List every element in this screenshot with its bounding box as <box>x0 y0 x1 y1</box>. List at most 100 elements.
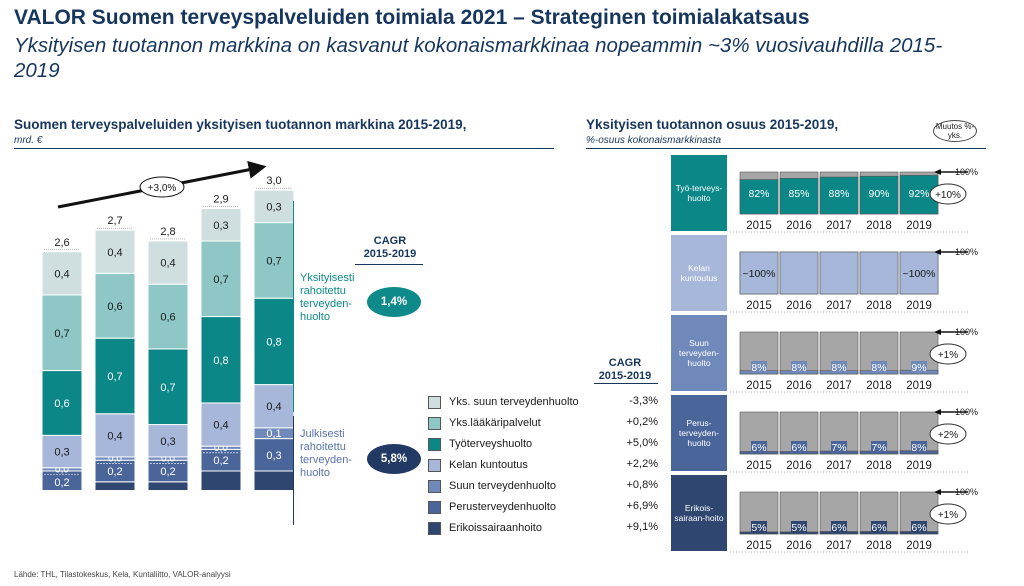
share-value-label: 8% <box>831 362 846 374</box>
legend-swatch <box>428 521 441 535</box>
left-section-unit: mrd. € <box>14 135 43 146</box>
x-tick-label: 2018 <box>866 380 892 392</box>
share-value-label: 5% <box>791 522 806 534</box>
slide-subtitle: Yksityisen tuotannon markkina on kasvanu… <box>14 34 943 82</box>
share-panel-chart: 82% 2015 85% 2016 88% 2017 90% 2018 92% 2019 100% +… <box>730 167 978 233</box>
bar-segment <box>253 470 295 490</box>
bar-value-label: 0,7 <box>107 371 122 383</box>
share-value-label: 7% <box>871 442 886 454</box>
share-label-bg <box>751 361 767 373</box>
bar-segment <box>253 438 295 472</box>
bar-total-label: 3,0 <box>266 175 281 187</box>
panel-category-box: Suun terveyden-huolto <box>671 315 727 391</box>
share-label-bg <box>831 441 847 453</box>
change-header: Muutos %-yks. <box>933 120 977 142</box>
legend-cagr-value: +9,1% <box>626 521 659 533</box>
bar-segment <box>200 470 242 490</box>
bar-value-label: 0,4 <box>213 420 228 432</box>
bar-value-label: 0,7 <box>213 274 228 286</box>
change-value: +1% <box>938 350 958 361</box>
change-oval <box>929 183 967 205</box>
bar-segment <box>200 402 242 447</box>
reference-label: 100% <box>955 167 978 177</box>
share-value-label: 85% <box>788 188 809 200</box>
legend-item: Kelan kuntoutus +2,2% <box>428 455 660 475</box>
bar-value-label: 0,3 <box>266 450 281 462</box>
source-note: Lähde: THL, Tilastokeskus, Kela, Kuntali… <box>14 570 231 579</box>
legend-label: Yks. suun terveydenhuolto <box>449 396 579 408</box>
change-oval <box>929 503 967 525</box>
bar-value-label: 0,1 <box>266 428 281 440</box>
x-tick-label: 2018 <box>866 300 892 312</box>
reference-arrow-head <box>934 489 941 495</box>
change-oval <box>929 343 967 365</box>
bar-value-label: 0,2 <box>107 466 122 478</box>
cagr-oval-public: 5,8% <box>367 444 421 474</box>
bar-segment <box>94 481 136 490</box>
bar-segment <box>94 229 136 274</box>
x-tick-label: 2019 <box>906 380 932 392</box>
legend-cagr-value: +5,0% <box>626 437 659 449</box>
legend-item: Perusterveydenhuolto +6,9% <box>428 497 660 517</box>
legend-label: Yks.lääkäripalvelut <box>449 417 541 429</box>
bar-value-label: 0,7 <box>160 382 175 394</box>
bar-total-label: 2,6 <box>54 237 69 249</box>
x-tick-label: 2018 <box>866 460 892 472</box>
share-bar <box>779 251 819 295</box>
bar-segment <box>147 348 189 426</box>
legend-cagr-value: +0,2% <box>626 416 659 428</box>
bar-value-label: 0,6 <box>107 301 122 313</box>
share-bar <box>819 176 859 215</box>
x-tick-label: 2019 <box>906 300 932 312</box>
bar-value-label: 0,0 <box>108 454 122 465</box>
x-tick-label: 2019 <box>906 220 932 232</box>
reference-label: 100% <box>955 487 978 497</box>
x-tick-label: 2019 <box>906 460 932 472</box>
cagr-header-legend: CAGR 2015-2019 <box>598 357 652 382</box>
share-bar <box>899 251 939 295</box>
bar-total-label: 2,9 <box>213 194 228 206</box>
bar-total-label: 2,7 <box>107 215 122 227</box>
reference-arrow-head <box>934 169 941 175</box>
bar-value-label: 0,3 <box>160 436 175 448</box>
x-tick-label: 2015 <box>746 300 772 312</box>
share-value-label: 8% <box>751 362 766 374</box>
x-tick-label: 2015 <box>746 460 772 472</box>
legend-item: Suun terveydenhuolto +0,8% <box>428 476 660 496</box>
bar-segment <box>41 434 83 469</box>
bar-segment <box>94 337 136 415</box>
bar-value-label: 0,4 <box>107 247 122 259</box>
share-bar <box>779 177 819 215</box>
share-value-label: 5% <box>751 522 766 534</box>
right-section-unit: %-osuus kokonaismarkkinasta <box>586 135 722 146</box>
panel-category-box: Erikois-sairaan-hoito <box>671 475 727 551</box>
share-value-label: 6% <box>751 442 766 454</box>
bar-value-label: 0,2 <box>160 466 175 478</box>
right-section-title: Yksityisen tuotannon osuus 2015-2019, <box>586 117 839 132</box>
share-panel-chart: 6% 2015 6% 2016 7% 2017 7% 2018 8% 2019 100% +2% <box>730 407 978 473</box>
legend-swatch <box>428 458 441 472</box>
panel-category-box: Kelan kuntoutus <box>671 235 727 311</box>
share-value-label: 6% <box>911 522 926 534</box>
share-label-bg <box>911 521 927 533</box>
legend-swatch <box>428 395 441 409</box>
share-label-bg <box>871 361 887 373</box>
x-tick-label: 2017 <box>826 300 852 312</box>
group-label-public: Julkisesti rahoitettu terveyden-huolto <box>300 428 352 479</box>
cagr-legend-rule <box>594 383 658 384</box>
legend-label: Erikoissairaanhoito <box>449 522 542 534</box>
share-value-label: 92% <box>908 188 929 200</box>
slide-title: VALOR Suomen terveyspalveluiden toimiala… <box>14 6 810 29</box>
share-label-bg <box>791 361 807 373</box>
bar-value-label: 0,8 <box>266 336 281 348</box>
x-tick-label: 2016 <box>786 380 812 392</box>
bar-value-label: 0,4 <box>54 268 69 280</box>
legend-swatch <box>428 437 441 451</box>
change-oval <box>929 423 967 445</box>
bar-value-label: 0,3 <box>213 220 228 232</box>
bar-segment <box>41 251 83 296</box>
bar-segment <box>147 283 189 350</box>
share-bar <box>859 175 899 215</box>
legend-label: Suun terveydenhuolto <box>449 480 557 492</box>
share-panel-chart: 8% 2015 8% 2016 8% 2017 8% 2018 9% 2019 100% +1% <box>730 327 978 393</box>
